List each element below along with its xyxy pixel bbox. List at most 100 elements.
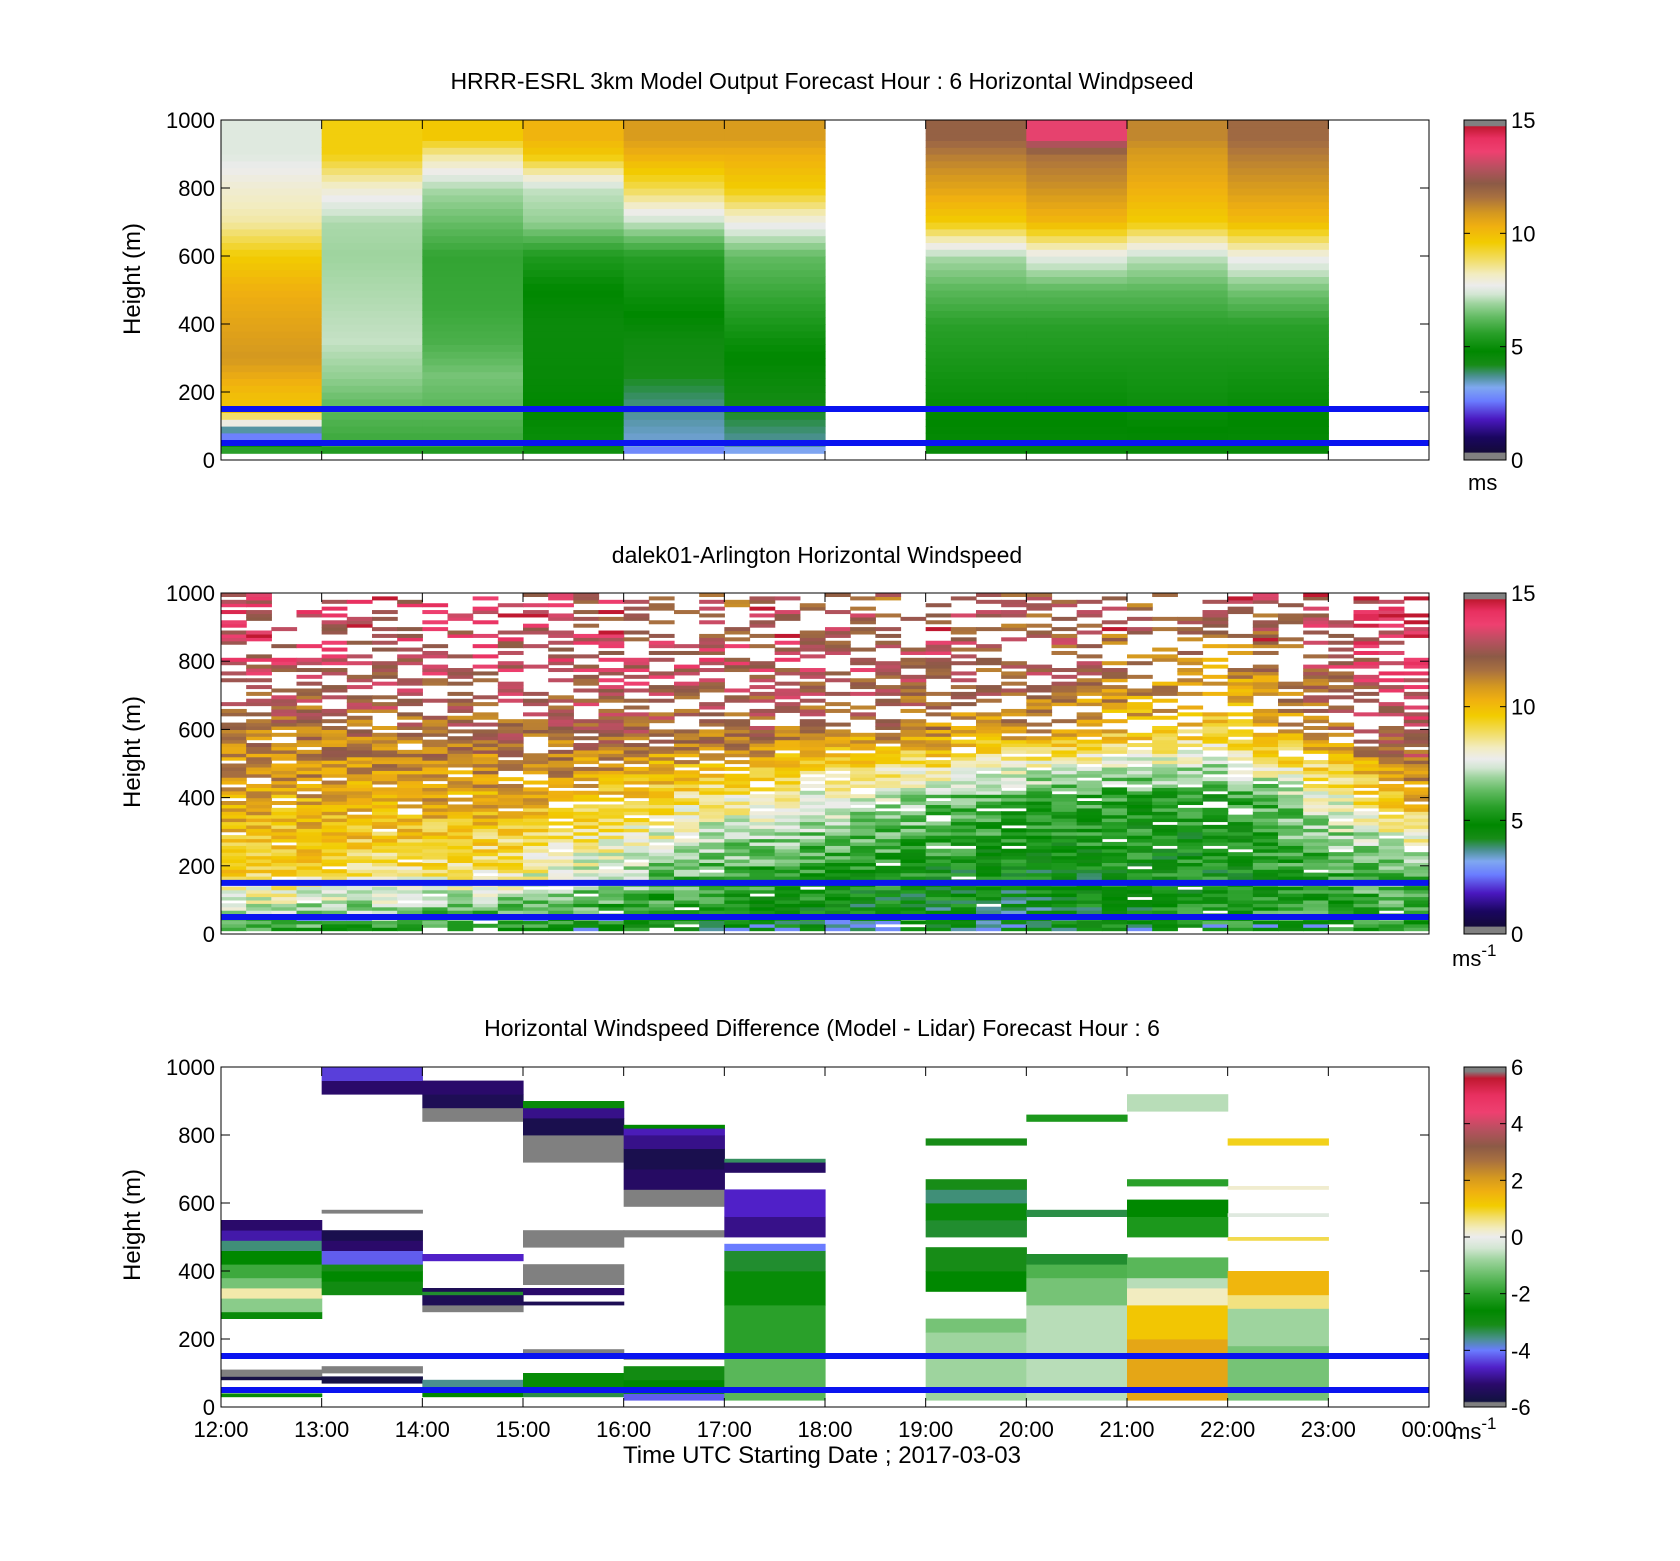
heatmap-cell	[246, 722, 272, 727]
heatmap-cell	[1227, 835, 1254, 840]
heatmap-cell	[623, 167, 725, 175]
heatmap-cell	[925, 290, 1027, 298]
heatmap-cell	[221, 801, 247, 806]
heatmap-cell	[1378, 794, 1405, 799]
heatmap-cell	[548, 794, 574, 799]
heatmap-cell	[1303, 698, 1329, 703]
heatmap-cell	[900, 814, 927, 819]
heatmap-cell	[1328, 831, 1355, 836]
heatmap-cell	[1403, 760, 1430, 765]
heatmap-cell	[472, 722, 499, 727]
heatmap-cell	[422, 283, 524, 291]
heatmap-cell	[1227, 262, 1329, 271]
heatmap-cell	[900, 906, 927, 911]
heatmap-cell	[1127, 419, 1229, 427]
heatmap-cell	[799, 865, 826, 870]
heatmap-cell	[523, 893, 549, 898]
heatmap-cell	[1152, 831, 1178, 836]
heatmap-cell	[372, 739, 398, 744]
heatmap-cell	[1328, 801, 1355, 806]
heatmap-cell	[850, 920, 876, 925]
heatmap-cell	[1227, 133, 1329, 141]
heatmap-cell	[1177, 855, 1204, 860]
heatmap-cell	[623, 317, 725, 325]
colorbar-tick-label: 10	[1511, 221, 1535, 246]
heatmap-cell	[1227, 432, 1329, 441]
heatmap-cell	[900, 732, 927, 737]
heatmap-cell	[271, 903, 298, 908]
heatmap-cell	[548, 715, 574, 720]
heatmap-cell	[1026, 337, 1128, 345]
heatmap-cell	[221, 167, 323, 175]
heatmap-cell	[799, 756, 826, 761]
heatmap-cell	[1152, 862, 1178, 867]
heatmap-cell	[1202, 893, 1229, 898]
heatmap-cell	[623, 378, 725, 386]
heatmap-cell	[724, 154, 826, 162]
heatmap-cell	[523, 729, 549, 734]
heatmap-cell	[246, 794, 272, 799]
heatmap-cell	[271, 702, 298, 707]
heatmap-cell	[1252, 801, 1279, 806]
heatmap-cell	[749, 773, 776, 778]
heatmap-cell	[321, 364, 423, 373]
heatmap-cell	[623, 310, 725, 318]
heatmap-cell	[573, 760, 600, 765]
heatmap-cell	[724, 337, 826, 345]
heatmap-cell	[1227, 378, 1329, 386]
heatmap-cell	[799, 824, 826, 829]
heatmap-cell	[422, 835, 449, 840]
heatmap-cell	[648, 760, 675, 765]
heatmap-cell	[1328, 732, 1355, 737]
heatmap-cell	[1328, 725, 1355, 730]
heatmap-cell	[774, 893, 801, 898]
heatmap-cell	[1076, 903, 1103, 908]
heatmap-cell	[799, 633, 826, 638]
heatmap-cell	[598, 906, 625, 911]
heatmap-cell	[1001, 613, 1027, 618]
heatmap-cell	[1353, 923, 1380, 928]
heatmap-cell	[1378, 804, 1405, 809]
heatmap-cell	[1152, 858, 1178, 863]
heatmap-cell	[1378, 725, 1405, 730]
heatmap-cell	[296, 797, 323, 802]
heatmap-cell	[925, 174, 1027, 182]
heatmap-cell	[950, 630, 977, 635]
heatmap-cell	[1227, 208, 1329, 216]
heatmap-cell	[1026, 797, 1053, 802]
heatmap-cell	[422, 378, 524, 386]
heatmap-cell	[1328, 664, 1355, 669]
heatmap-cell	[825, 862, 851, 867]
heatmap-cell	[674, 821, 700, 826]
heatmap-cell	[1026, 736, 1053, 741]
heatmap-cell	[1127, 194, 1229, 203]
heatmap-cell	[1051, 893, 1078, 898]
heatmap-cell	[598, 835, 625, 840]
heatmap-cell	[850, 620, 876, 625]
heatmap-cell	[1051, 903, 1078, 908]
heatmap-cell	[246, 818, 272, 823]
heatmap-cell	[1127, 1179, 1229, 1187]
heatmap-cell	[1353, 869, 1380, 874]
heatmap-cell	[497, 848, 524, 853]
heatmap-cell	[950, 828, 977, 833]
heatmap-cell	[1303, 620, 1329, 625]
heatmap-cell	[1051, 637, 1078, 642]
heatmap-cell	[346, 838, 373, 843]
heatmap-cell	[825, 780, 851, 785]
heatmap-cell	[497, 777, 524, 782]
heatmap-cell	[1378, 872, 1405, 877]
heatmap-cell	[950, 678, 977, 683]
heatmap-cell	[296, 869, 323, 874]
heatmap-cell	[321, 923, 348, 928]
heatmap-cell	[925, 378, 1027, 386]
heatmap-cell	[447, 906, 474, 911]
heatmap-cell	[598, 722, 625, 727]
heatmap-cell	[246, 927, 272, 932]
heatmap-cell	[1076, 613, 1103, 618]
heatmap-cell	[1051, 804, 1078, 809]
heatmap-cell	[221, 910, 247, 915]
heatmap-cell	[548, 630, 574, 635]
y-tick-label: 400	[178, 312, 215, 337]
heatmap-cell	[1026, 712, 1053, 717]
